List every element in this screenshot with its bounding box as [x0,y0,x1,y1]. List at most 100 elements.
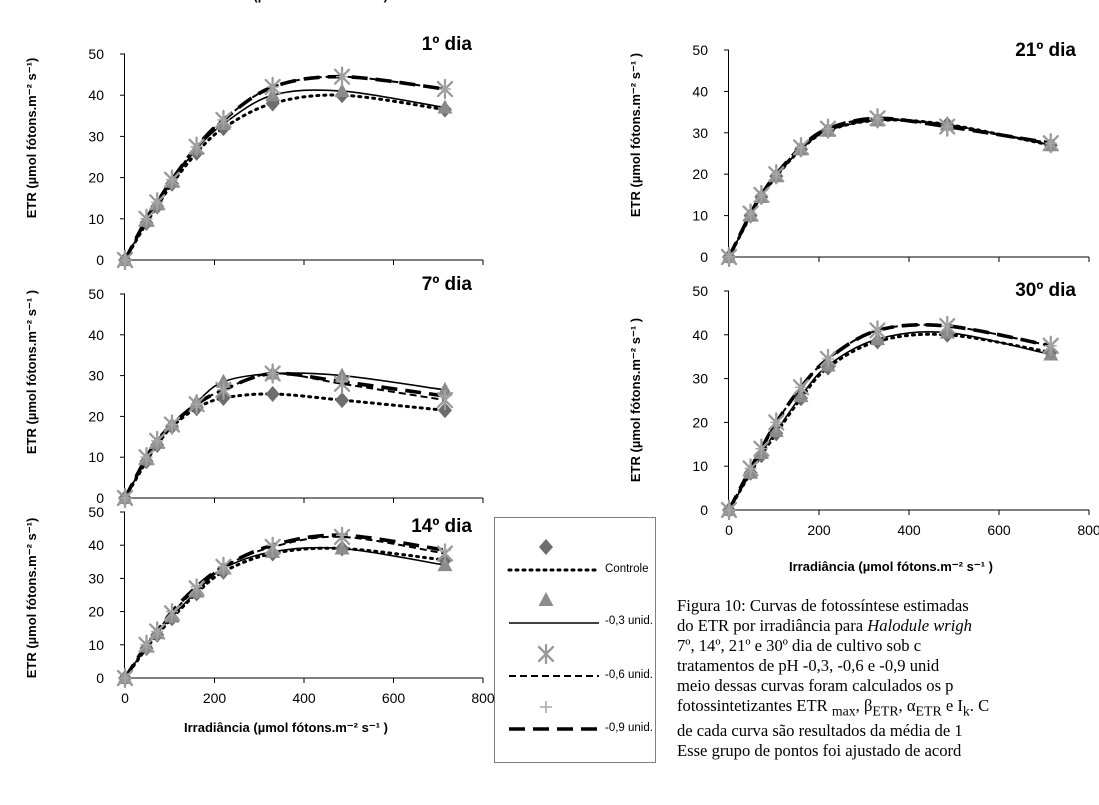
legend-label-minus-0-9: -0,9 unid. [605,722,653,734]
data-point-plus [941,120,954,133]
x-tick-label: 600 [382,690,406,706]
data-point-plus [723,504,735,516]
x-axis-title: Irradiância (µmol fótons.m⁻² s⁻¹ ) [184,0,388,3]
data-point-plus [165,173,178,186]
data-point-plus [336,70,349,83]
data-point-plus [941,320,954,333]
series-line-2 [728,119,1051,258]
x-tick-label: 400 [292,690,316,706]
y-tick-label: 10 [88,637,104,653]
series-line-1 [727,118,1053,259]
data-point-plus [165,605,178,618]
legend-label-minus-0-6: -0,6 unid. [605,669,653,681]
data-point-plus [744,207,757,220]
data-point-plus [822,352,834,365]
y-tick-label: 20 [692,166,708,182]
data-point-plus [165,418,178,431]
legend: Controle -0,3 unid. -0,6 unid. -0,9 unid… [494,517,656,763]
data-point-plus [119,492,131,504]
data-point-triangle [437,557,453,572]
series-line-2 [124,372,446,499]
data-point-plus [217,560,230,573]
data-point-plus [190,398,203,411]
y-tick-label: 20 [88,170,104,186]
y-tick-label: 30 [88,570,104,586]
y-tick-label: 10 [692,458,708,474]
data-point-plus [1044,339,1057,352]
data-point-triangle [334,83,350,98]
data-point-plus [438,544,451,557]
y-tick-label: 50 [88,286,104,302]
data-point-triangle [334,540,350,555]
data-point-plus [770,168,783,181]
caption-line: Esse grupo de pontos foi ajustado de aco… [677,741,962,761]
data-point-plus [119,672,131,684]
panel-title: 30º dia [1015,280,1076,301]
y-tick-label: 40 [88,327,104,343]
caption-line: tratamentos de pH -0,3, -0,6 e -0,9 unid [677,656,940,675]
y-tick-label: 20 [88,408,104,424]
data-point-plus [336,529,349,542]
data-point-plus [723,251,735,263]
y-tick-label: 50 [88,504,104,520]
data-point-diamond [265,385,280,402]
data-point-plus [755,188,768,201]
figure-caption: Figura 10: Curvas de fotossíntese estima… [677,596,1099,761]
x-tick-label: 800 [471,690,495,706]
data-point-triangle [437,381,453,396]
y-tick-label: 30 [88,368,104,384]
x-tick-label: 400 [897,522,921,538]
y-tick-label: 20 [692,414,708,430]
y-tick-label: 40 [692,83,708,99]
y-tick-label: 30 [692,125,708,141]
y-tick-label: 40 [88,87,104,103]
panel-title: 21º dia [1015,40,1076,61]
legend-item-2 [509,592,599,624]
axes [728,50,1089,258]
data-point-plus [266,367,279,380]
y-tick-label: 50 [692,283,708,299]
caption-line: do ETR por irradiância para Halodule wri… [677,616,972,635]
caption-line: Figura 10: Curvas de fotossíntese estima… [677,596,969,615]
y-tick-label: 0 [96,670,104,686]
y-axis-title: ETR (µmol fótons.m⁻² s⁻¹ ) [628,318,643,482]
y-tick-label: 50 [88,46,104,62]
chart-panel-4: 0 10 20 30 40 50 21º dia ETR (µmol fótons.m⁻² s… [628,40,1090,268]
x-tick-label: 0 [725,522,733,538]
y-tick-label: 0 [700,502,708,518]
caption-line: 7º, 14º, 21º e 30º dia de cultivo sob c [677,636,922,655]
series-line-4 [123,371,446,499]
y-axis-title: ETR (µmol fótons.m⁻² s⁻¹ ) [24,290,39,454]
y-tick-label: 10 [88,211,104,227]
y-axis-title: ETR (µmol fótons.m⁻² s⁻¹) [24,518,39,679]
legend-label-controle: Controle [605,563,649,575]
y-axis-title: ETR (µmol fótons.m⁻² s⁻¹) [24,58,39,219]
data-point-plus [871,112,884,125]
data-point-plus [438,390,451,402]
x-axis-title: Irradiância (µmol fótons.m⁻² s⁻¹ ) [184,720,388,735]
data-point-plus [770,416,783,429]
x-tick-label: 0 [121,690,129,706]
y-tick-label: 10 [692,208,708,224]
y-tick-label: 20 [88,604,104,620]
y-tick-label: 0 [700,249,708,265]
series-line-4 [123,74,446,261]
panel-title: 14º dia [411,516,472,537]
legend-marker-triangle [538,592,554,606]
data-point-plus [140,451,153,464]
data-point-plus [871,324,884,337]
series-line-3 [124,372,446,499]
legend-label-minus-0-3: -0,3 unid. [605,615,653,627]
y-tick-label: 0 [96,252,104,268]
data-point-plus [266,80,279,93]
panel-title: 7º dia [422,274,473,295]
axes [124,54,483,261]
data-point-plus [1044,137,1057,150]
series-line-4 [727,116,1052,258]
data-point-plus [822,122,834,135]
data-point-plus [755,442,768,455]
legend-item-3 [509,643,599,677]
x-tick-label: 800 [1077,522,1099,538]
data-point-plus [217,383,230,396]
